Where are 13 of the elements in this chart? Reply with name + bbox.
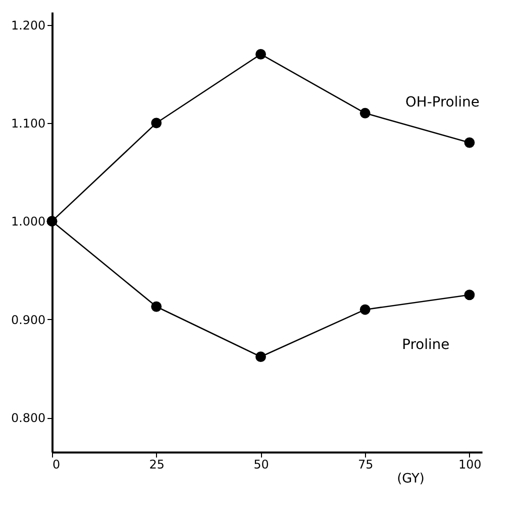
- y-tick-label: 1.000: [11, 214, 46, 229]
- x-axis-title: (GY): [396, 472, 424, 486]
- x-tick-label: 100: [458, 458, 482, 472]
- x-tick-label: 0: [52, 458, 60, 472]
- series-label: OH-Proline: [405, 94, 480, 111]
- x-tick-label: 50: [254, 458, 269, 472]
- y-tick-label: 1.200: [11, 18, 46, 32]
- text: Proline: [402, 336, 450, 353]
- y-tick-label: 1.100: [11, 116, 46, 130]
- y-tick-label: 0.900: [11, 312, 46, 327]
- x-tick-label: 25: [149, 458, 165, 472]
- y-tick-label: 0.800: [11, 411, 46, 426]
- x-tick-label: 75: [358, 458, 374, 472]
